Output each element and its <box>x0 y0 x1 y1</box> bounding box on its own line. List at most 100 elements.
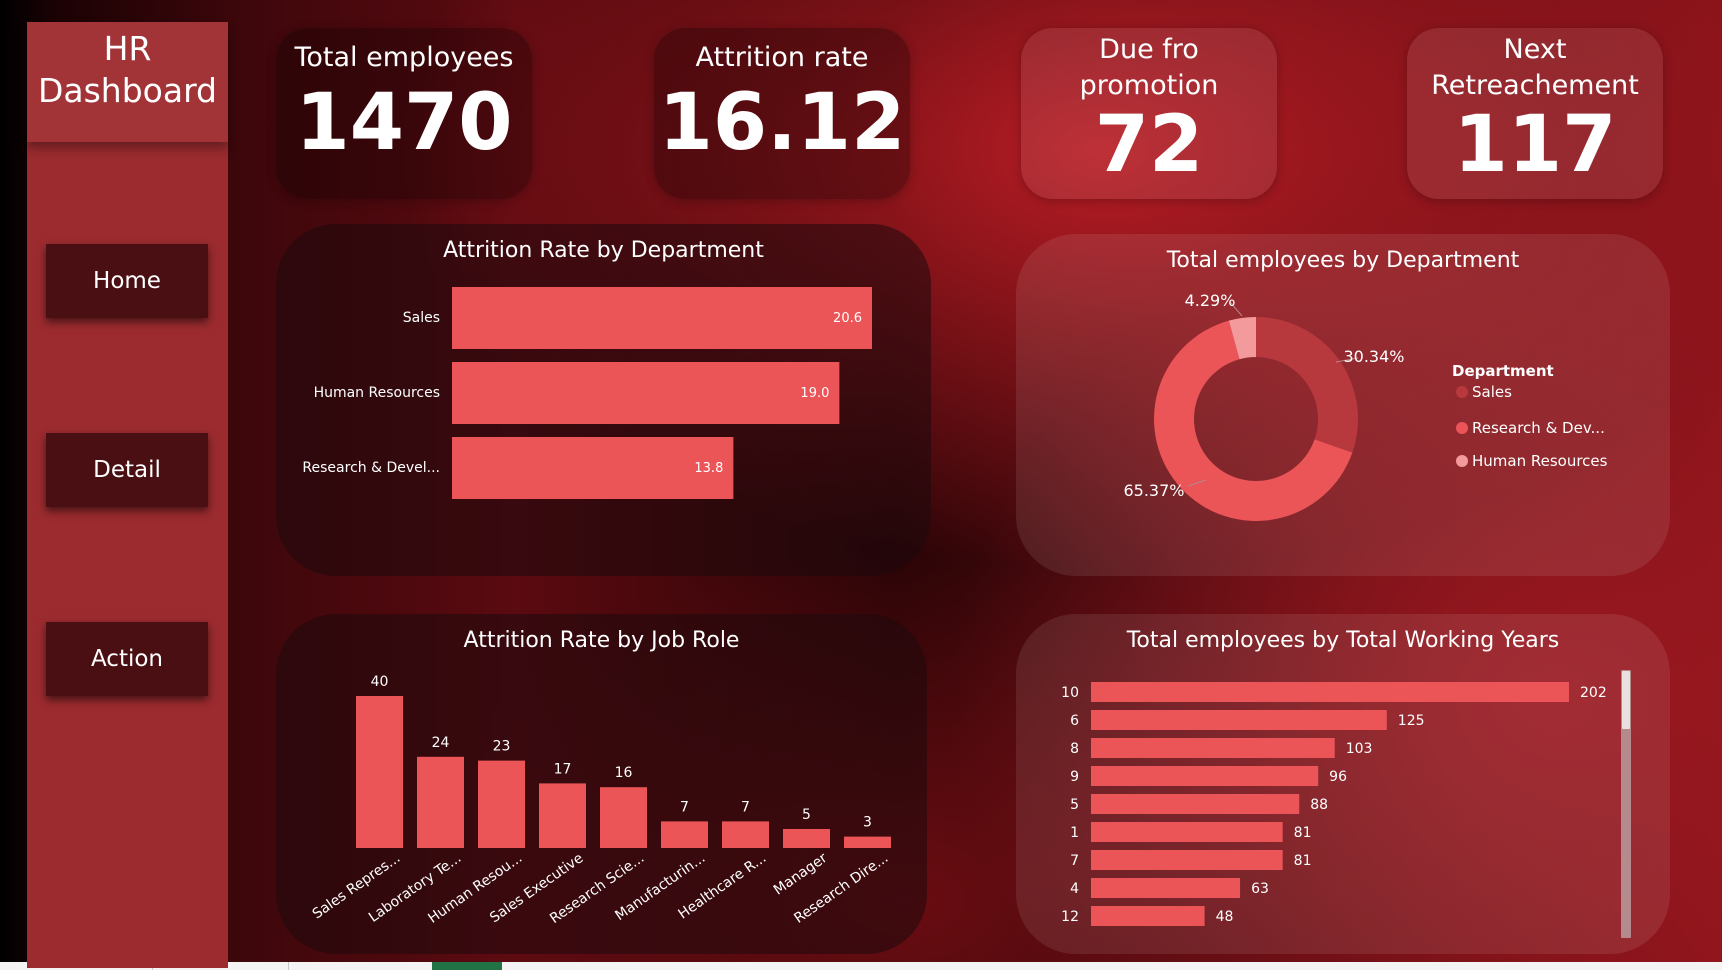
bar <box>661 821 708 848</box>
data-label: 24 <box>432 735 450 751</box>
chart-title: Attrition Rate by Department <box>443 238 764 263</box>
bar <box>478 760 525 848</box>
attrition-by-department-chart: Sales 20.6 Human Resources 19.0 Research & D… <box>302 287 872 499</box>
data-label: 48 <box>1216 909 1234 925</box>
bar <box>844 836 891 848</box>
category-label: Research & Devel... <box>302 460 440 476</box>
category-label: 8 <box>1070 741 1079 757</box>
leader-line <box>1229 301 1243 317</box>
kpi-next-retrenchment: Next Retreachement 117 <box>1407 28 1663 199</box>
kpi-attrition-rate: Attrition rate 16.12 <box>654 28 910 199</box>
data-label: 7 <box>680 799 689 815</box>
detail-button[interactable]: Detail <box>46 433 208 507</box>
bar <box>1091 682 1569 702</box>
donut-slice <box>1256 317 1358 453</box>
kpi-label-line1: Next <box>1503 34 1567 65</box>
data-label: 3 <box>863 815 872 831</box>
home-button[interactable]: Home <box>46 244 208 318</box>
action-button[interactable]: Action <box>46 622 208 696</box>
bar <box>783 829 830 848</box>
data-label: 4.29% <box>1185 291 1236 310</box>
category-label: 4 <box>1070 881 1079 897</box>
legend-entry: Sales <box>1472 383 1512 401</box>
scrollbar-track[interactable] <box>1621 670 1631 938</box>
data-label: 17 <box>554 761 572 777</box>
dashboard-title-line2: Dashboard <box>37 71 218 110</box>
bar <box>356 696 403 848</box>
sheet-tab-separator <box>288 962 289 970</box>
data-label: 20.6 <box>833 311 862 326</box>
bar <box>1091 738 1335 758</box>
dashboard-title-line1: HR <box>103 29 152 68</box>
data-label: 96 <box>1329 769 1347 785</box>
chart-title: Attrition Rate by Job Role <box>463 628 740 653</box>
sidebar-header: HR Dashboard <box>27 22 228 142</box>
donut-slice <box>1228 317 1256 360</box>
category-label: Sales <box>403 310 440 326</box>
kpi-value: 16.12 <box>658 78 906 168</box>
bar <box>1091 878 1241 898</box>
data-label: 103 <box>1346 741 1373 757</box>
bar <box>1091 906 1205 926</box>
kpi-value: 117 <box>1453 100 1617 190</box>
active-sheet-tab[interactable] <box>432 962 502 970</box>
kpi-due-for-promotion: Due fro promotion 72 <box>1021 28 1277 199</box>
bar <box>1091 822 1283 842</box>
kpi-label-line2: Retreachement <box>1431 70 1639 101</box>
data-label: 81 <box>1294 825 1312 841</box>
bar <box>452 287 872 349</box>
bar <box>452 437 734 499</box>
legend-swatch <box>1456 455 1468 467</box>
data-label: 19.0 <box>800 386 829 401</box>
bar <box>1091 766 1319 786</box>
data-label: 65.37% <box>1123 481 1184 500</box>
employees-by-department-donut: 30.34% 65.37% 4.29% Department Sales Research… <box>1123 291 1608 521</box>
category-label: 1 <box>1070 825 1079 841</box>
legend-title: Department <box>1452 362 1554 380</box>
employees-by-working-years-card: Total employees by Total Working Years 1… <box>1016 614 1670 954</box>
data-label: 81 <box>1294 853 1312 869</box>
chart-title: Total employees by Total Working Years <box>1126 628 1560 653</box>
data-label: 23 <box>493 739 511 755</box>
bar <box>722 821 769 848</box>
kpi-total-employees: Total employees 1470 <box>276 28 532 199</box>
data-label: 13.8 <box>694 461 723 476</box>
data-label: 16 <box>615 765 633 781</box>
kpi-label-line2: promotion <box>1079 70 1219 101</box>
attrition-by-department-card: Attrition Rate by Department Sales 20.6 Hu… <box>276 224 931 576</box>
data-label: 5 <box>802 807 811 823</box>
bar <box>417 756 464 848</box>
data-label: 202 <box>1580 685 1607 701</box>
category-label: 9 <box>1070 769 1079 785</box>
kpi-label-line1: Due fro <box>1099 34 1199 65</box>
employees-by-working-years-chart: 10 202 6 125 8 103 9 96 5 88 1 81 7 81 4 63 12 48 <box>1061 670 1631 938</box>
category-label: 7 <box>1070 853 1079 869</box>
bar <box>1091 850 1283 870</box>
bar <box>539 783 586 848</box>
sidebar: HR Dashboard Home Detail Action <box>27 22 228 968</box>
kpi-label: Attrition rate <box>695 42 869 73</box>
category-label: 12 <box>1061 909 1079 925</box>
employees-by-department-card: Total employees by Department 30.34% 65.3… <box>1016 234 1670 576</box>
data-label: 7 <box>741 799 750 815</box>
legend-swatch <box>1456 422 1468 434</box>
data-label: 88 <box>1310 797 1328 813</box>
bar <box>1091 794 1300 814</box>
bar <box>452 362 840 424</box>
data-label: 30.34% <box>1343 347 1404 366</box>
data-label: 125 <box>1398 713 1425 729</box>
legend-entry: Research & Dev... <box>1472 419 1605 437</box>
category-label: 6 <box>1070 713 1079 729</box>
kpi-label: Total employees <box>294 42 514 73</box>
leader-line <box>1335 357 1359 363</box>
leader-line <box>1187 479 1207 487</box>
category-label: 10 <box>1061 685 1079 701</box>
legend-swatch <box>1456 386 1468 398</box>
category-label: Human Resources <box>314 385 440 401</box>
category-label: Manager <box>771 850 831 898</box>
data-label: 40 <box>371 674 389 690</box>
scrollbar-thumb[interactable] <box>1622 671 1630 729</box>
legend-entry: Human Resources <box>1472 452 1608 470</box>
kpi-value: 1470 <box>295 78 513 168</box>
